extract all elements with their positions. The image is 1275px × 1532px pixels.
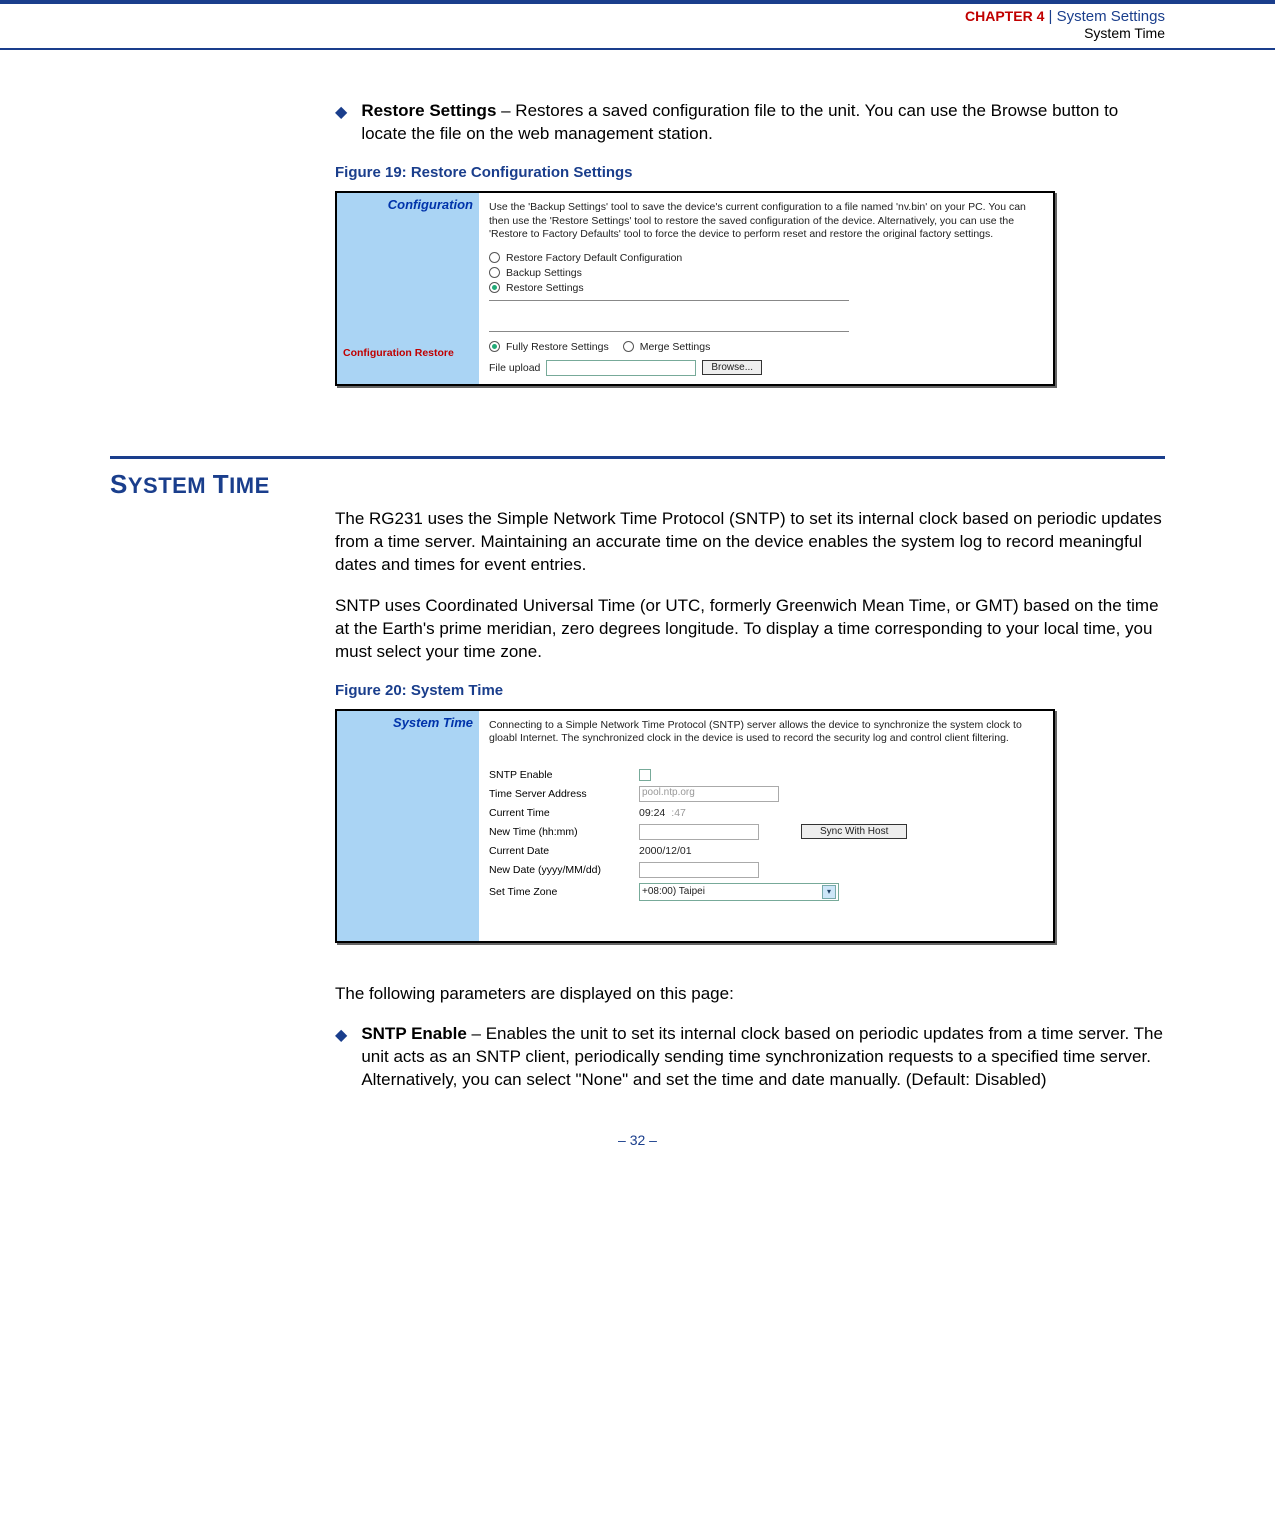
chapter-subtitle: System Time	[1084, 25, 1165, 41]
section-rule	[110, 456, 1165, 459]
figure20-caption: Figure 20: System Time	[335, 682, 1165, 699]
lbl-new-date: New Date (yyyy/MM/dd)	[489, 864, 639, 876]
restore-strong: Restore Settings	[361, 101, 496, 120]
sync-host-button[interactable]: Sync With Host	[801, 824, 907, 839]
header-divider	[0, 48, 1275, 50]
lbl-cur-date: Current Date	[489, 845, 639, 857]
systime-p2: SNTP uses Coordinated Universal Time (or…	[335, 595, 1165, 664]
lbl-new-time: New Time (hh:mm)	[489, 826, 639, 838]
ss-desc: Use the 'Backup Settings' tool to save t…	[489, 201, 1043, 242]
cur-date-val: 2000/12/01	[639, 845, 692, 857]
radio-merge[interactable]: Merge Settings	[623, 341, 711, 353]
new-time-input[interactable]	[639, 824, 759, 840]
ss-systime-label: System Time	[343, 715, 473, 730]
chapter-sep: |	[1044, 8, 1056, 25]
sntp-enable-bullet: ◆ SNTP Enable – Enables the unit to set …	[335, 1023, 1165, 1092]
timezone-select[interactable]: +08:00) Taipei▾	[639, 883, 839, 901]
ss-config-label: Configuration	[343, 197, 473, 212]
ss-restore-label: Configuration Restore	[343, 347, 454, 359]
chapter-label: CHAPTER 4	[965, 8, 1044, 24]
sntp-enable-checkbox[interactable]	[639, 769, 651, 781]
section-heading: SYSTEM TIME	[110, 469, 335, 500]
cur-time-sec: :47	[671, 807, 686, 819]
file-upload-label: File upload	[489, 362, 540, 374]
chapter-title: System Settings	[1057, 8, 1165, 25]
systime-p1: The RG231 uses the Simple Network Time P…	[335, 508, 1165, 577]
lbl-set-tz: Set Time Zone	[489, 886, 639, 898]
file-upload-input[interactable]	[546, 360, 696, 376]
lbl-time-server: Time Server Address	[489, 788, 639, 800]
diamond-icon: ◆	[335, 1025, 347, 1047]
new-date-input[interactable]	[639, 862, 759, 878]
figure19-screenshot: Configuration Use the 'Backup Settings' …	[335, 191, 1055, 386]
sntp-strong: SNTP Enable	[361, 1024, 467, 1043]
radio-fully-restore[interactable]: Fully Restore Settings	[489, 341, 609, 353]
radio-restore-factory[interactable]: Restore Factory Default Configuration	[489, 252, 1043, 264]
browse-button[interactable]: Browse...	[702, 360, 762, 375]
lbl-cur-time: Current Time	[489, 807, 639, 819]
following-params: The following parameters are displayed o…	[335, 983, 1165, 1006]
page-number: – 32 –	[110, 1132, 1165, 1148]
chevron-down-icon: ▾	[822, 885, 836, 899]
ss-systime-desc: Connecting to a Simple Network Time Prot…	[489, 719, 1043, 746]
cur-time-val: 09:24	[639, 807, 665, 819]
page-header: CHAPTER 4 | System Settings System Time	[0, 0, 1275, 50]
diamond-icon: ◆	[335, 102, 347, 124]
time-server-input[interactable]: pool.ntp.org	[639, 786, 779, 802]
figure20-screenshot: System Time Connecting to a Simple Netwo…	[335, 709, 1055, 943]
radio-restore[interactable]: Restore Settings	[489, 282, 1043, 294]
radio-backup[interactable]: Backup Settings	[489, 267, 1043, 279]
restore-settings-bullet: ◆ Restore Settings – Restores a saved co…	[335, 100, 1165, 146]
lbl-sntp-enable: SNTP Enable	[489, 769, 639, 781]
figure19-caption: Figure 19: Restore Configuration Setting…	[335, 164, 1165, 181]
sntp-text: – Enables the unit to set its internal c…	[361, 1024, 1163, 1089]
